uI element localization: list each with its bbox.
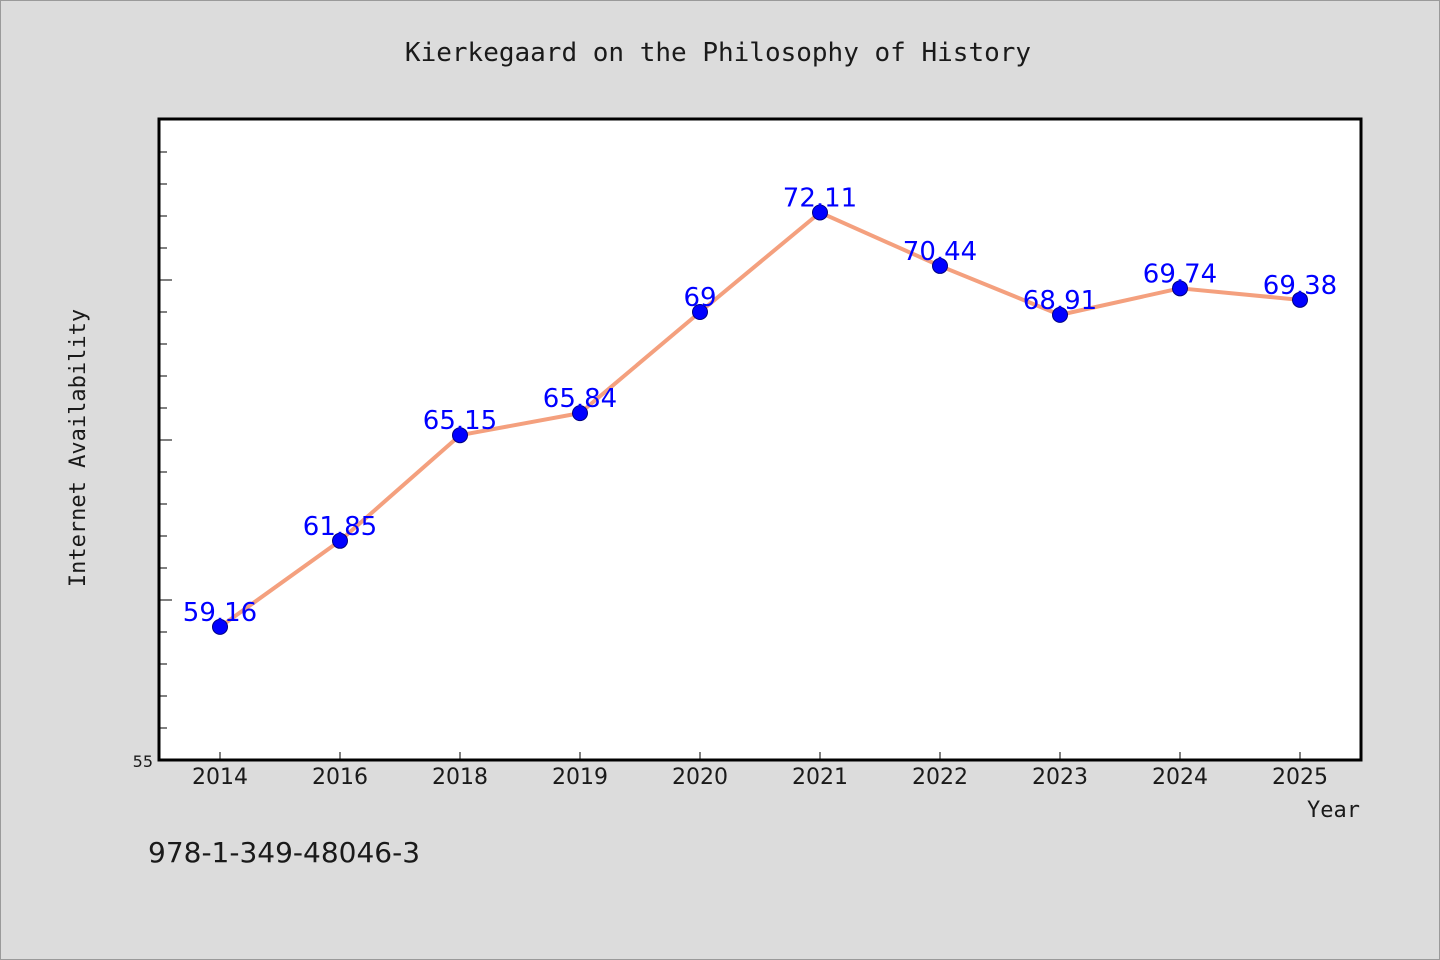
x-tick-label: 2024 xyxy=(1152,765,1208,790)
data-value-label: 72.11 xyxy=(783,183,857,213)
y-tick-label-min: 55 xyxy=(133,752,153,771)
data-point xyxy=(692,304,708,320)
x-tick-label: 2016 xyxy=(312,765,368,790)
y-axis-title: Internet Availability xyxy=(66,309,91,587)
data-value-label: 59.16 xyxy=(183,598,257,628)
x-tick-label: 2022 xyxy=(912,765,968,790)
data-value-label: 69.74 xyxy=(1143,259,1217,289)
x-tick-label: 2025 xyxy=(1272,765,1328,790)
data-point xyxy=(812,204,828,221)
x-tick-label: 2021 xyxy=(792,765,848,790)
x-axis-ticks xyxy=(219,752,1301,760)
data-markers xyxy=(212,204,1308,635)
series-line xyxy=(218,210,1302,629)
data-value-label: 69 xyxy=(683,283,716,313)
x-axis-title: Year xyxy=(1307,798,1360,823)
x-tick-label: 2019 xyxy=(552,765,608,790)
plot-area xyxy=(157,117,1363,762)
data-value-label: 70.44 xyxy=(903,237,977,267)
data-point xyxy=(1052,306,1068,323)
x-axis-tick-labels: 2014 2016 2018 2019 2020 2021 2022 2023 2024 2025 xyxy=(192,765,1328,790)
y-axis-ticks xyxy=(160,151,172,761)
isbn-text: 978-1-349-48046-3 xyxy=(148,836,421,869)
data-point xyxy=(452,427,468,444)
data-value-label: 61.85 xyxy=(303,512,377,542)
data-value-label: 65.84 xyxy=(543,384,617,414)
data-value-label: 68.91 xyxy=(1023,286,1097,316)
data-point xyxy=(332,532,348,549)
data-point xyxy=(572,405,588,422)
data-value-labels: 59.16 61.85 65.15 65.84 69 72.11 70.44 68.91 69.… xyxy=(183,183,1337,627)
data-point xyxy=(212,618,228,635)
x-tick-label: 2023 xyxy=(1032,765,1088,790)
data-point xyxy=(932,257,948,274)
x-tick-label: 2018 xyxy=(432,765,488,790)
data-point xyxy=(1172,280,1188,297)
x-tick-label: 2014 xyxy=(192,765,248,790)
data-value-label: 69.38 xyxy=(1263,271,1337,301)
data-value-label: 65.15 xyxy=(423,406,497,436)
x-tick-label: 2020 xyxy=(672,765,728,790)
chart-title: Kierkegaard on the Philosophy of History xyxy=(405,38,1031,68)
data-point xyxy=(1292,291,1308,308)
